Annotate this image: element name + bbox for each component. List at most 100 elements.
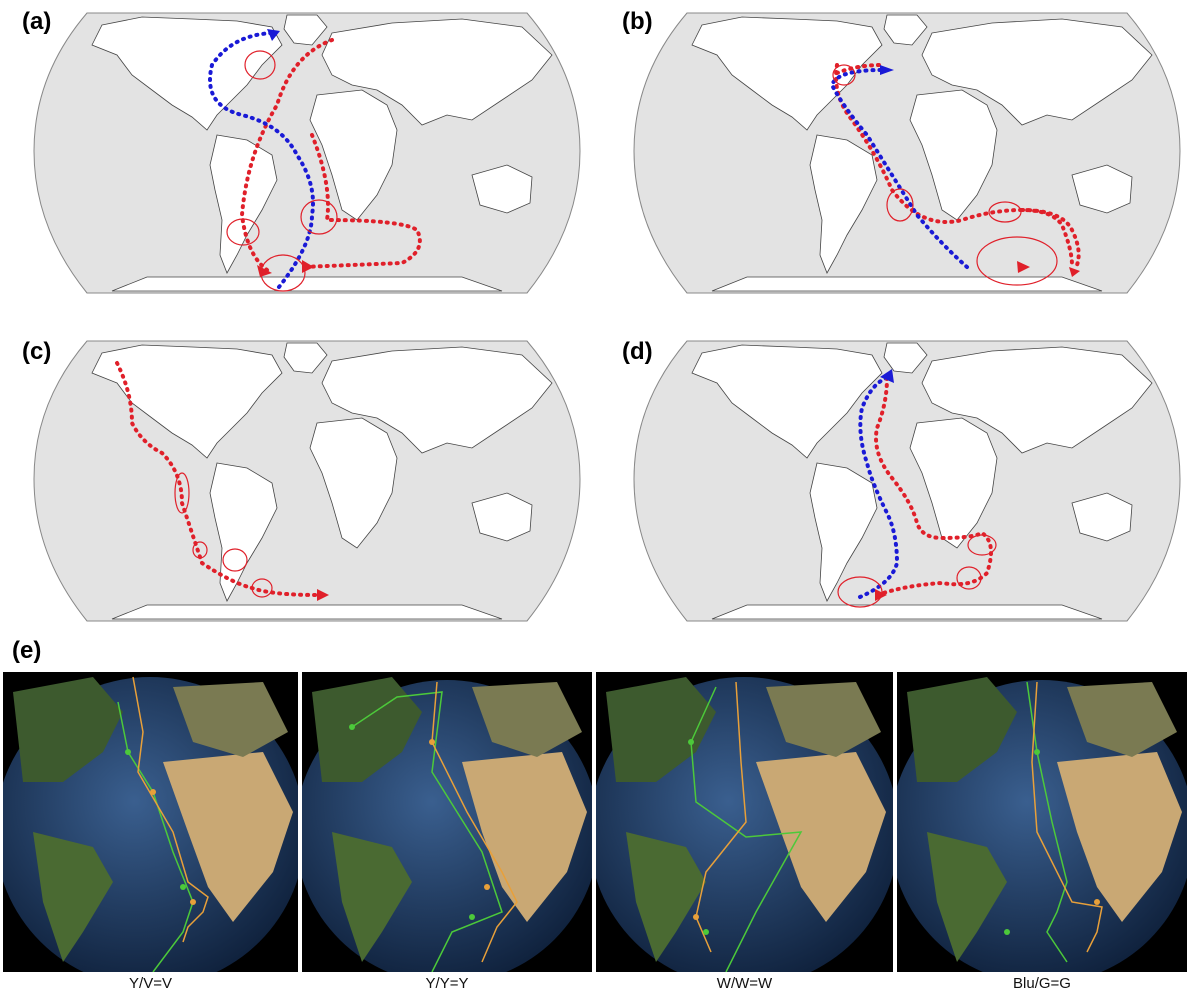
highlight-circle xyxy=(222,548,248,572)
map-base xyxy=(33,12,581,294)
landmass-greenland xyxy=(883,342,928,374)
landmass-africa xyxy=(462,752,587,922)
panel-label-a: (a) xyxy=(22,8,52,35)
highlight-circle xyxy=(886,188,914,222)
globe-panel-2 xyxy=(302,672,592,972)
track-point xyxy=(190,899,196,905)
landmass-north-america xyxy=(312,677,422,782)
routes xyxy=(837,369,997,608)
landmass-europe xyxy=(766,682,881,757)
panel-label-c: (c) xyxy=(22,338,52,365)
blue-route xyxy=(858,376,900,599)
landmass-greenland xyxy=(283,342,328,374)
track-point xyxy=(150,789,156,795)
orange-track xyxy=(695,681,747,953)
landmass-north-america xyxy=(691,344,883,459)
track-point xyxy=(469,914,475,920)
landmass-australia xyxy=(1071,164,1133,214)
landmass-australia xyxy=(471,492,533,542)
highlight-circle xyxy=(832,64,856,86)
highlight-circle xyxy=(260,254,306,292)
red-route xyxy=(874,376,993,597)
world-map-d xyxy=(633,340,1181,622)
blue-arrowhead xyxy=(267,29,280,41)
landmass-north-america xyxy=(91,344,283,459)
landmass-africa xyxy=(309,417,398,549)
map-base xyxy=(33,340,581,622)
routes xyxy=(208,29,422,292)
blue-route xyxy=(829,68,969,269)
landmass-north-america xyxy=(606,677,716,782)
globe-caption-1: Y/V=V xyxy=(129,975,172,992)
red-route xyxy=(835,63,884,75)
blue-route xyxy=(208,31,315,289)
track-point xyxy=(1094,899,1100,905)
landmass-australia xyxy=(471,164,533,214)
landmass-europe xyxy=(1067,682,1177,757)
track-point xyxy=(180,884,186,890)
landmass-eurasia xyxy=(921,18,1153,126)
landmass-south-america xyxy=(809,462,878,602)
map-base xyxy=(633,12,1181,294)
track-point xyxy=(1034,749,1040,755)
landmass-eurasia xyxy=(321,346,553,454)
world-map-a xyxy=(33,12,581,294)
highlight-circle xyxy=(251,578,273,598)
highlight-circle xyxy=(956,566,982,590)
landmass-eurasia xyxy=(321,18,553,126)
landmass-north-america xyxy=(13,677,123,782)
landmass-greenland xyxy=(883,14,928,46)
blue-arrowhead xyxy=(880,369,894,383)
landmass-south-america xyxy=(809,134,878,274)
map-base xyxy=(633,340,1181,622)
panel-label-e: (e) xyxy=(12,637,42,664)
blue-arrowhead xyxy=(880,65,894,75)
landmass-africa xyxy=(909,89,998,221)
globe-panel-4 xyxy=(897,672,1187,972)
world-map-b xyxy=(633,12,1181,294)
landmass-south-america xyxy=(927,832,1007,962)
landmass-north-america xyxy=(691,16,883,131)
highlight-circle xyxy=(988,201,1022,223)
highlight-circle xyxy=(174,472,190,514)
green-track xyxy=(351,691,503,972)
landmass-greenland xyxy=(283,14,328,46)
routes xyxy=(115,361,329,601)
landmass-antarctica xyxy=(711,276,1103,292)
globe-caption-3: W/W=W xyxy=(716,975,773,992)
landmass-africa xyxy=(309,89,398,221)
track-point xyxy=(349,724,355,730)
red-route xyxy=(1020,208,1081,267)
track-point xyxy=(1004,929,1010,935)
track-point xyxy=(429,739,435,745)
landmass-africa xyxy=(163,752,293,922)
track-point xyxy=(125,749,131,755)
red-route xyxy=(834,63,1074,267)
track-point xyxy=(688,739,694,745)
highlight-circle xyxy=(244,50,276,80)
landmass-south-america xyxy=(209,134,278,274)
red-route xyxy=(239,38,334,272)
landmass-antarctica xyxy=(711,604,1103,620)
landmass-australia xyxy=(1071,492,1133,542)
landmass-eurasia xyxy=(921,346,1153,454)
highlight-circle xyxy=(192,541,208,559)
landmass-antarctica xyxy=(111,604,503,620)
highlight-circle xyxy=(976,236,1058,286)
globe-caption-4: Blu/G=G xyxy=(1013,975,1071,992)
red-arrowhead xyxy=(317,589,329,601)
highlight-circle xyxy=(226,218,260,246)
landmass-europe xyxy=(173,682,288,757)
track-point xyxy=(693,914,699,920)
highlight-circle xyxy=(837,576,883,608)
track-point xyxy=(484,884,490,890)
red-arrowhead xyxy=(1017,261,1030,273)
landmass-europe xyxy=(472,682,582,757)
highlight-circle xyxy=(967,534,997,556)
track-point xyxy=(703,929,709,935)
routes xyxy=(829,63,1081,286)
red-arrowhead xyxy=(1069,267,1080,277)
globe-caption-2: Y/Y=Y xyxy=(425,975,469,992)
landmass-south-america xyxy=(33,832,113,962)
landmass-africa xyxy=(1057,752,1182,922)
